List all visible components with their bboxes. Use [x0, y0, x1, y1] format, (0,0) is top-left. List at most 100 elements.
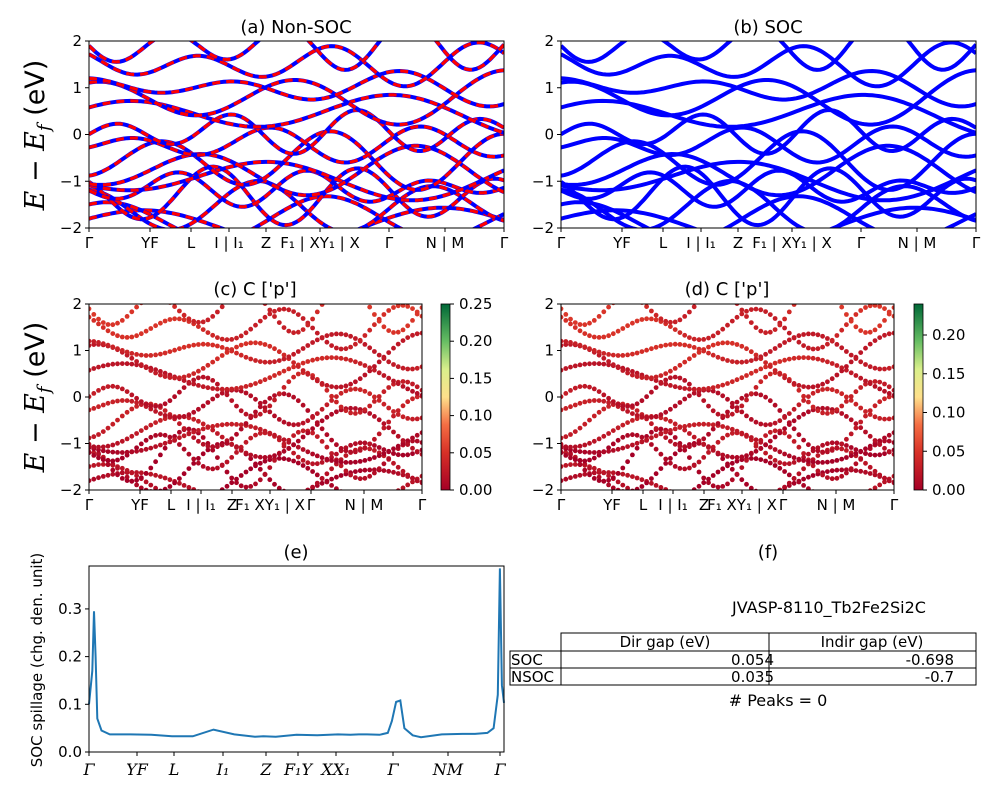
band-point [791, 439, 797, 444]
band-point [177, 308, 182, 314]
band-point [167, 349, 173, 354]
band-point [734, 314, 740, 320]
band-point [215, 356, 220, 362]
band-point [663, 318, 669, 324]
ytick-label: −1 [532, 435, 554, 453]
band-point [601, 478, 607, 484]
band-point [815, 388, 821, 394]
band-point [172, 415, 178, 420]
band-point [276, 320, 282, 325]
band-point [582, 344, 588, 350]
band-point [806, 331, 811, 337]
ytick-label: −1 [532, 172, 554, 190]
band-point [777, 359, 783, 364]
band-point [105, 362, 111, 368]
band-point [801, 343, 806, 348]
band-point [205, 330, 211, 335]
band-point [357, 337, 363, 343]
band-point [748, 358, 754, 363]
band-point [582, 361, 588, 367]
band-point [276, 451, 282, 457]
band-point [682, 427, 688, 433]
band-point [181, 426, 187, 431]
band-point [100, 341, 106, 347]
band-point [791, 426, 797, 432]
band-point [224, 392, 230, 398]
band-point [691, 442, 697, 448]
band-point [829, 409, 835, 415]
band-point [774, 489, 777, 490]
band-point [381, 447, 387, 453]
band-point [295, 349, 301, 354]
band-point [587, 472, 592, 478]
band-point [391, 330, 396, 335]
band-point [105, 400, 111, 406]
band-point [668, 428, 673, 433]
band-point [734, 455, 740, 460]
band-line [89, 194, 504, 228]
band-point [886, 331, 892, 337]
band-point [748, 307, 754, 312]
band-point [286, 392, 292, 398]
band-point [215, 335, 220, 340]
band-point [314, 420, 320, 425]
band-point [561, 464, 564, 469]
band-point [181, 317, 187, 323]
band-point [334, 459, 339, 464]
band-point [753, 391, 759, 397]
band-point [844, 364, 849, 369]
band-point [210, 396, 216, 402]
band-point [105, 384, 111, 389]
band-point [319, 418, 325, 424]
band-point [229, 337, 235, 342]
band-point [763, 351, 768, 357]
band-point [867, 408, 873, 413]
table-row-nsoc-label: NSOC [511, 668, 554, 686]
band-point [357, 448, 363, 453]
band-point [367, 456, 373, 462]
band-point [124, 436, 130, 442]
band-point [343, 332, 349, 338]
band-point [253, 425, 258, 431]
band-point [262, 458, 268, 464]
band-point [124, 468, 130, 473]
band-point [568, 451, 573, 456]
table-row-soc-label: SOC [511, 651, 543, 669]
band-point [253, 461, 258, 467]
band-point [863, 362, 868, 367]
band-point [568, 340, 573, 345]
band-line [561, 143, 976, 198]
band-point [877, 472, 883, 478]
band-point [563, 453, 569, 458]
band-point [772, 402, 778, 408]
band-point [882, 445, 887, 451]
band-point [791, 460, 797, 465]
band-point [353, 359, 358, 365]
band-point [200, 426, 206, 432]
band-point [706, 403, 711, 409]
ytick-label: 2 [72, 32, 82, 50]
band-point [253, 409, 258, 415]
band-point [219, 487, 225, 490]
band-point [596, 474, 602, 480]
band-point [129, 478, 135, 484]
xtick-label: L [167, 496, 176, 514]
band-point [138, 331, 144, 337]
band-point [234, 344, 239, 350]
band-point [815, 448, 821, 454]
band-point [858, 405, 864, 411]
band-point [200, 327, 206, 332]
band-point [630, 372, 635, 378]
band-point [701, 480, 707, 486]
band-point [348, 357, 353, 363]
band-point [853, 447, 859, 453]
band-point [844, 367, 849, 373]
band-point [196, 428, 201, 433]
band-point [372, 436, 377, 442]
band-point [129, 392, 135, 398]
band-point [134, 362, 140, 368]
band-point [205, 317, 211, 323]
band-point [224, 386, 230, 392]
band-point [886, 384, 892, 390]
band-point [148, 326, 154, 331]
